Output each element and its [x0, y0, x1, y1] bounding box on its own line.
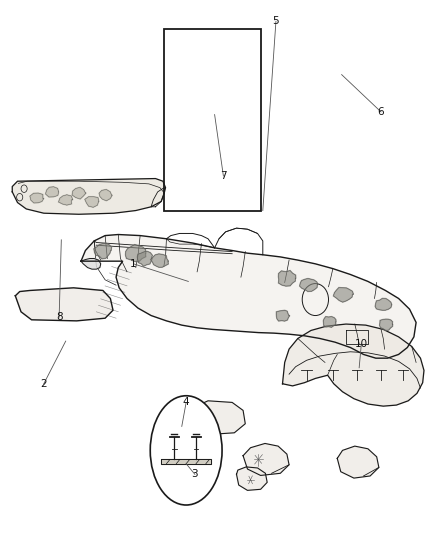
- Polygon shape: [161, 459, 211, 464]
- Text: 3: 3: [191, 470, 198, 479]
- Text: 6: 6: [378, 107, 385, 117]
- Polygon shape: [137, 251, 152, 266]
- Polygon shape: [30, 193, 44, 203]
- Text: 10: 10: [355, 339, 368, 349]
- Polygon shape: [81, 235, 416, 358]
- Polygon shape: [380, 319, 393, 330]
- Text: 2: 2: [40, 379, 47, 389]
- Polygon shape: [375, 298, 392, 310]
- Polygon shape: [81, 259, 101, 269]
- Bar: [164, 29, 261, 211]
- Polygon shape: [72, 187, 86, 199]
- Polygon shape: [125, 245, 146, 262]
- Polygon shape: [276, 310, 290, 321]
- Text: 5: 5: [272, 17, 279, 26]
- Polygon shape: [333, 287, 353, 302]
- Polygon shape: [300, 278, 318, 292]
- Ellipse shape: [150, 395, 222, 505]
- Polygon shape: [337, 446, 379, 478]
- Text: 1: 1: [130, 259, 137, 269]
- Text: 4: 4: [183, 398, 190, 407]
- Polygon shape: [243, 443, 289, 475]
- Polygon shape: [12, 179, 166, 214]
- Polygon shape: [323, 317, 336, 327]
- Polygon shape: [151, 254, 169, 268]
- Polygon shape: [59, 195, 73, 205]
- Polygon shape: [94, 243, 112, 259]
- Polygon shape: [46, 187, 59, 197]
- Polygon shape: [15, 288, 113, 321]
- Polygon shape: [278, 271, 296, 286]
- Polygon shape: [85, 197, 99, 207]
- Polygon shape: [283, 324, 424, 406]
- Text: 8: 8: [56, 312, 63, 322]
- Polygon shape: [237, 467, 267, 490]
- Polygon shape: [193, 401, 245, 434]
- Polygon shape: [99, 189, 112, 201]
- Text: 7: 7: [220, 171, 227, 181]
